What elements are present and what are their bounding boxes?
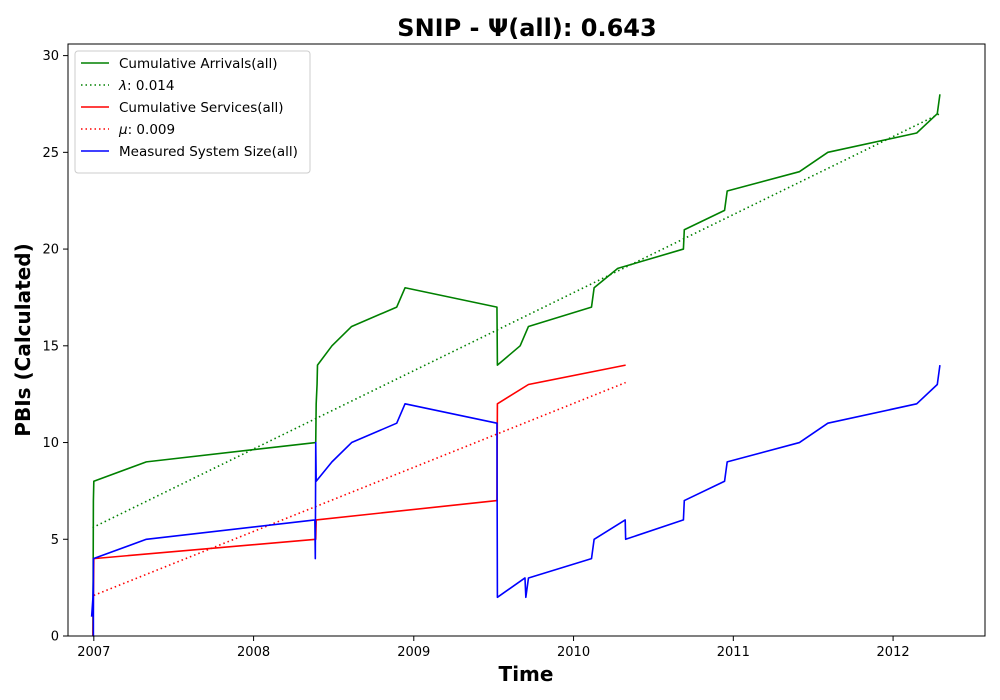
- y-tick-label: 25: [42, 146, 59, 161]
- series-line-0-009: [93, 381, 626, 597]
- plot-frame: [67, 43, 986, 637]
- x-tick-label: 2011: [717, 645, 750, 660]
- legend-box: [74, 50, 311, 174]
- legend-label: μ: 0.009: [118, 122, 175, 138]
- legend-label: Measured System Size(all): [119, 144, 298, 160]
- chart-title: SNIP - Ψ(all): 0.643: [397, 14, 656, 42]
- y-tick-label: 0: [51, 630, 59, 645]
- legend-label: λ: 0.014: [118, 78, 175, 94]
- x-tick-label: 2010: [557, 645, 590, 660]
- x-axis-label: Time: [499, 662, 554, 686]
- y-tick-label: 10: [42, 436, 59, 451]
- y-axis-label: PBIs (Calculated): [11, 243, 35, 436]
- series-line-0-014: [92, 112, 941, 529]
- legend-label: Cumulative Arrivals(all): [119, 56, 278, 72]
- legend: Cumulative Arrivals(all) λ: 0.014 Cumulati…: [74, 50, 311, 174]
- plot-area: [90, 94, 941, 637]
- series-line-cumulative-services-all: [92, 364, 626, 637]
- y-tick-label: 30: [42, 49, 59, 64]
- y-tick-label: 15: [42, 339, 59, 354]
- y-tick-label: 20: [42, 243, 59, 258]
- x-tick-label: 2007: [77, 645, 110, 660]
- x-tick-label: 2012: [877, 645, 910, 660]
- series-line-measured-system-size-all: [90, 365, 941, 637]
- x-axis: 2007 2008 2009 2010 2011 2012: [77, 636, 910, 660]
- y-tick-label: 5: [51, 533, 59, 548]
- x-tick-label: 2009: [397, 645, 430, 660]
- series-line-cumulative-arrivals-all: [92, 94, 941, 637]
- y-axis: 0 5 10 15 20 25 30: [42, 49, 68, 645]
- x-tick-label: 2008: [237, 645, 270, 660]
- legend-label: Cumulative Services(all): [119, 100, 284, 116]
